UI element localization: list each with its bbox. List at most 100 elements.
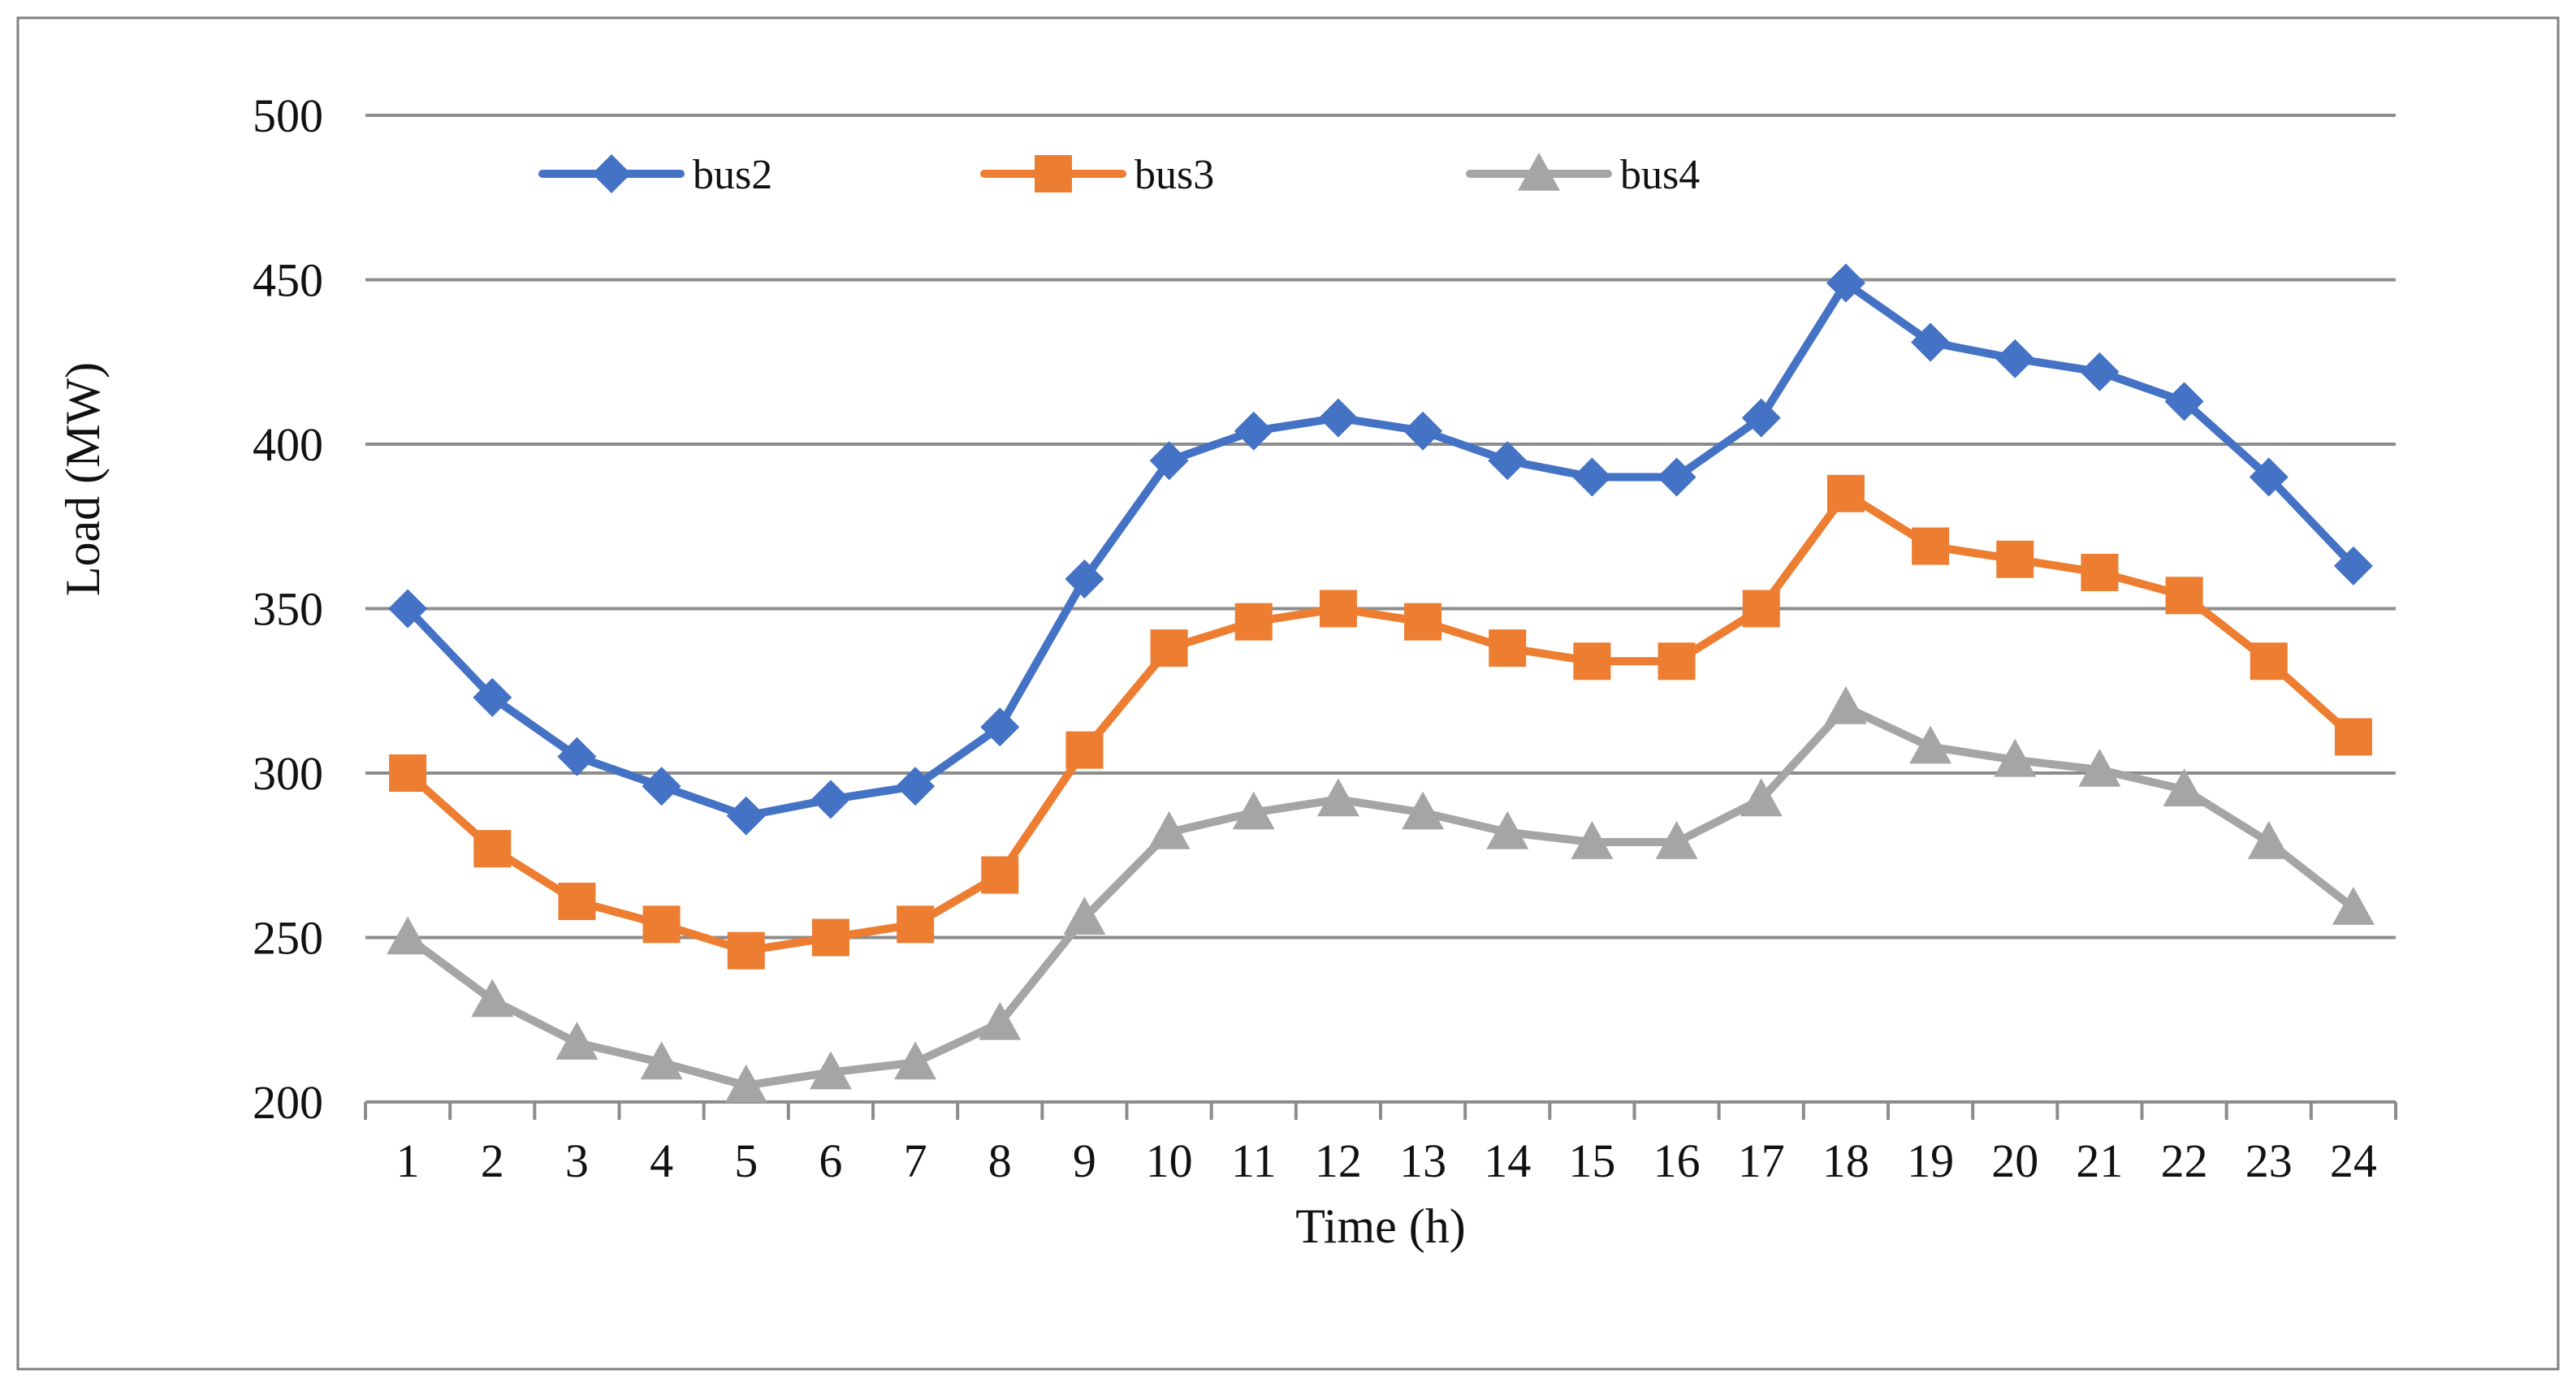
x-tick-label: 19 [1907,1134,1954,1187]
data-point-bus4 [1063,897,1106,935]
legend-swatch-marker [1035,155,1072,192]
x-tick-label: 13 [1399,1134,1446,1187]
x-tick-label: 6 [819,1134,842,1187]
data-point-bus2 [1318,398,1358,438]
data-point-bus2 [1234,411,1273,451]
data-point-bus4 [2247,821,2290,859]
data-point-bus3 [473,830,512,868]
x-tick-label: 12 [1315,1134,1362,1187]
data-point-bus4 [1571,821,1614,859]
data-point-bus4 [555,1022,599,1060]
data-point-bus2 [473,677,512,717]
x-tick-label: 16 [1653,1134,1701,1187]
y-tick-label: 200 [253,1076,323,1129]
data-point-bus2 [1741,398,1781,438]
data-point-bus2 [2333,546,2373,585]
legend-swatch-marker [1518,153,1560,191]
legend-label: bus3 [1135,152,1214,198]
data-point-bus3 [1996,540,2034,578]
data-point-bus3 [981,856,1019,894]
legend-item-bus2: bus2 [538,152,772,198]
y-tick-label: 450 [253,254,323,307]
data-point-bus3 [1912,527,1950,565]
y-axis-title: Load (MW) [56,362,110,596]
x-tick-label: 7 [904,1134,927,1187]
data-point-bus2 [2249,457,2289,497]
chart-frame [16,16,2560,1371]
series-line-bus4 [404,703,2358,1090]
data-point-bus3 [2081,553,2119,591]
data-point-bus3 [727,931,765,970]
x-tick-label: 5 [734,1134,758,1187]
data-point-bus2 [642,767,681,806]
legend-label: bus2 [693,152,772,198]
data-point-bus3 [642,905,681,944]
x-tick-label: 2 [481,1134,504,1187]
y-tick-label: 350 [253,583,323,636]
data-point-bus4 [2332,887,2375,925]
data-point-bus4 [1655,821,1698,859]
data-point-bus2 [1657,457,1696,497]
data-point-bus4 [1148,810,1191,849]
x-tick-label: 9 [1073,1134,1096,1187]
data-point-bus4 [1486,810,1529,849]
data-point-bus2 [1911,322,1951,362]
data-point-bus2 [1826,263,1865,303]
x-tick-label: 24 [2330,1134,2377,1187]
data-point-bus3 [558,882,596,920]
x-tick-label: 1 [396,1134,420,1187]
y-tick-label: 400 [253,418,323,471]
x-tick-label: 18 [1822,1134,1869,1187]
x-tick-label: 23 [2245,1134,2293,1187]
data-point-bus3 [1234,603,1273,641]
data-point-bus4 [724,1064,767,1103]
legend-label: bus4 [1620,152,1700,198]
data-point-bus2 [810,780,850,819]
data-point-bus3 [1658,642,1696,681]
data-point-bus3 [897,905,935,944]
data-point-bus4 [2163,768,2206,807]
x-tick-label: 3 [565,1134,589,1187]
data-point-bus2 [2080,352,2120,391]
data-point-bus3 [1489,629,1527,668]
legend-item-bus4: bus4 [1466,152,1700,198]
x-tick-label: 21 [2076,1134,2123,1187]
legend-swatch-marker [592,154,631,193]
data-point-bus3 [1319,590,1357,628]
x-tick-label: 11 [1231,1134,1277,1187]
x-axis-title: Time (h) [1295,1199,1465,1253]
series-bus3 [389,474,2372,970]
data-point-bus4 [1402,791,1445,830]
data-point-bus2 [726,796,766,836]
x-tick-label: 14 [1484,1134,1531,1187]
data-point-bus2 [980,707,1020,747]
data-point-bus2 [557,737,597,776]
y-tick-label: 300 [253,747,323,800]
data-point-bus2 [1065,560,1104,599]
legend-item-bus3: bus3 [980,152,1214,198]
x-tick-label: 10 [1146,1134,1193,1187]
data-point-bus3 [1742,590,1780,628]
data-point-bus2 [896,767,936,806]
data-point-bus4 [1994,738,2037,777]
data-point-bus2 [1149,441,1189,481]
data-point-bus4 [1740,778,1783,817]
data-point-bus4 [1909,725,1952,764]
data-point-bus4 [894,1041,937,1080]
legend: bus2 bus3 bus4 [538,152,1700,198]
data-point-bus3 [389,754,427,792]
data-point-bus3 [1404,603,1442,641]
data-point-bus4 [979,1001,1022,1040]
data-point-bus4 [2078,748,2121,787]
data-point-bus2 [2164,382,2204,421]
y-tick-label: 250 [253,912,323,965]
data-point-bus4 [1824,686,1867,724]
data-point-bus3 [1573,642,1611,681]
data-point-bus2 [1572,457,1612,497]
x-tick-label: 17 [1738,1134,1785,1187]
data-point-bus3 [1150,629,1188,668]
y-tick-label: 500 [253,89,323,142]
data-point-bus3 [811,918,849,957]
